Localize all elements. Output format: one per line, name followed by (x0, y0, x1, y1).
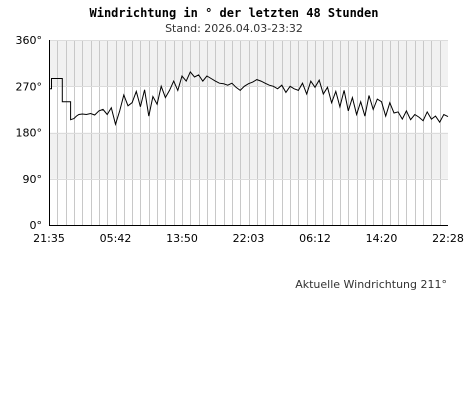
plot-band (49, 40, 448, 87)
y-tick-label: 180° (16, 127, 43, 140)
horizontal-gridlines (49, 40, 448, 180)
y-tick-label: 90° (23, 173, 43, 186)
y-tick-label: 270° (16, 80, 43, 93)
plot-band (49, 132, 448, 179)
x-tick-label: 21:35 (33, 232, 65, 245)
y-tick-label: 0° (30, 219, 43, 232)
plot-background (49, 40, 448, 225)
x-tick-label: 14:20 (366, 232, 398, 245)
vertical-gridlines (57, 40, 441, 225)
x-tick-label: 06:12 (299, 232, 331, 245)
x-tick-label: 22:28 (432, 232, 464, 245)
current-direction-label: Aktuelle Windrichtung 211° (295, 278, 447, 291)
x-tick-label: 05:42 (100, 232, 132, 245)
chart-subtitle: Stand: 2026.04.03-23:32 (165, 22, 303, 35)
y-tick-label: 360° (16, 34, 43, 47)
plot-band (49, 178, 448, 225)
x-tick-label: 13:50 (166, 232, 198, 245)
x-tick-label: 22:03 (233, 232, 265, 245)
y-tick-labels: 0° 90° 180° 270° 360° (16, 34, 43, 232)
axes (49, 40, 448, 226)
series-line-wind-direction (49, 70, 449, 127)
chart-title: Windrichtung in ° der letzten 48 Stunden (90, 6, 379, 20)
x-tick-labels: 21:35 05:42 13:50 22:03 06:12 14:20 22:28 (33, 232, 464, 245)
